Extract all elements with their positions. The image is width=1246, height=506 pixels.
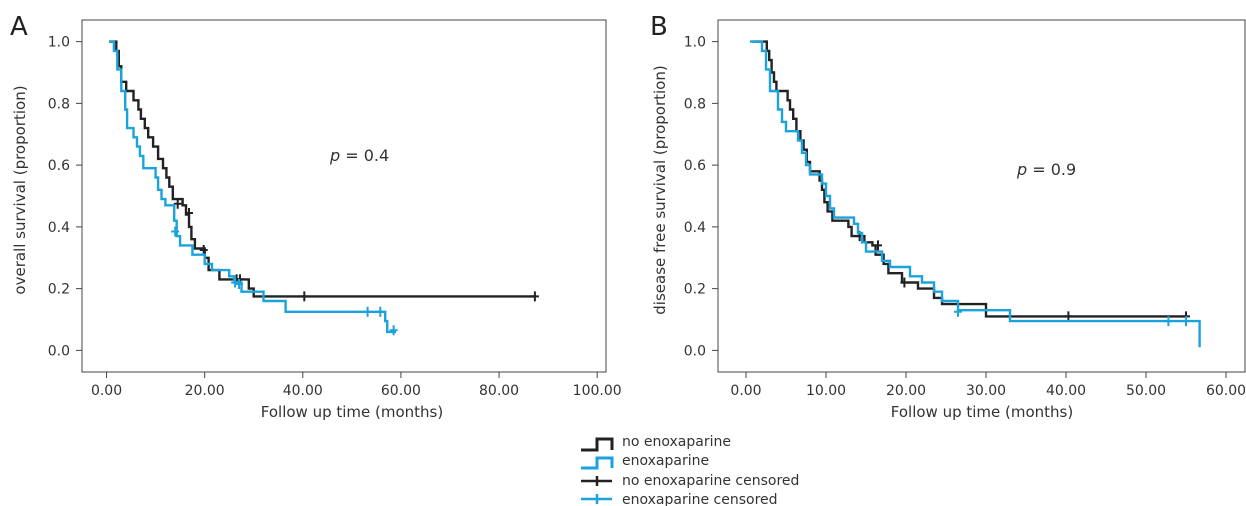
panel-b-x-tick-label: 30.00 [966, 383, 1006, 399]
panel-a-x-tick-label: 40.00 [283, 383, 323, 399]
panel-a-censor-mark-enoxaparine [376, 306, 385, 317]
panel-a-x-axis: 0.00 20.00 40.00 60.00 80.00 100.00 [91, 372, 622, 399]
panel-a: A 0.0 0.2 0.4 0.6 0.8 1.0 0.00 20.00 40.00 60.00… [10, 12, 622, 421]
panel-b-x-tick-label: 10.00 [806, 383, 846, 399]
panel-a-plot-frame [81, 19, 607, 373]
panel-b-x-tick-label: 0.00 [730, 383, 761, 399]
panel-b-p-value: p = 0.9 [1016, 160, 1076, 179]
panel-a-x-tick-label: 80.00 [479, 383, 519, 399]
panel-b-x-tick-label: 60.00 [1206, 383, 1246, 399]
legend-item-enoxaparine: enoxaparine [581, 453, 709, 470]
legend-item-no-enoxaparine: no enoxaparine [581, 434, 731, 452]
panel-b-curve-no-enoxaparine [752, 40, 1186, 318]
panel-b-y-axis-title: disease free survival (proportion) [651, 65, 669, 314]
panel-a-censor-mark-no-enoxaparine [173, 198, 182, 209]
panel-a-p-value: p = 0.4 [329, 146, 389, 165]
panel-b-x-axis-title: Follow up time (months) [891, 403, 1073, 421]
panel-b-y-tick-label: 0.0 [684, 343, 706, 359]
panel-b-p-symbol: p [1016, 160, 1027, 179]
panel-b-censor-mark-no-enoxaparine [900, 277, 909, 288]
panel-a-p-number: = 0.4 [340, 146, 389, 165]
panel-a-censor-mark-enoxaparine [231, 277, 240, 288]
panel-a-censor-mark-enoxaparine [389, 325, 398, 336]
panel-a-x-tick-label: 20.00 [185, 383, 225, 399]
panel-a-y-tick-label: 0.2 [48, 282, 70, 298]
panel-a-x-axis-title: Follow up time (months) [261, 403, 443, 421]
panel-b-y-tick-label: 0.2 [684, 282, 706, 298]
panel-a-p-symbol: p [329, 146, 340, 165]
panel-b-y-tick-label: 0.8 [684, 96, 706, 112]
panel-a-censor-mark-enoxaparine [171, 226, 180, 237]
panel-b-censor-mark-enoxaparine [1164, 316, 1173, 327]
panel-a-censor-mark-no-enoxaparine [185, 208, 193, 218]
panel-b-curve-enoxaparine [750, 40, 1201, 348]
legend-item-no-enoxaparine-censored: no enoxaparine censored [581, 473, 799, 489]
panel-a-censor-mark-no-enoxaparine [530, 291, 539, 302]
legend-swatch-enoxaparine [581, 456, 614, 470]
panel-b-censor-mark-enoxaparine [1182, 316, 1190, 327]
panel-a-letter: A [10, 12, 28, 42]
panel-b-y-tick-label: 1.0 [684, 35, 706, 51]
panel-b-series [750, 40, 1201, 348]
panel-b-x-tick-label: 20.00 [886, 383, 926, 399]
panel-a-censor-mark-enoxaparine [235, 279, 243, 289]
panel-a-censor-mark-no-enoxaparine [300, 291, 309, 302]
panel-b-y-axis: 0.0 0.2 0.4 0.6 0.8 1.0 [684, 35, 718, 359]
legend-label-no-enoxaparine: no enoxaparine [622, 434, 731, 450]
panel-a-series [109, 40, 539, 336]
panel-b: B 0.0 0.2 0.4 0.6 0.8 1.0 0.00 10.00 20.00 30.00… [650, 12, 1246, 421]
panel-b-censor-mark-enoxaparine [954, 306, 962, 317]
panel-b-letter: B [650, 12, 668, 42]
panel-b-censor-mark-no-enoxaparine [874, 240, 882, 251]
panel-a-x-tick-label: 100.00 [573, 383, 622, 399]
panel-a-curve-enoxaparine [109, 40, 396, 334]
panel-a-y-axis: 0.0 0.2 0.4 0.6 0.8 1.0 [48, 35, 82, 359]
legend-item-enoxaparine-censored: enoxaparine censored [581, 492, 778, 506]
legend: no enoxaparine enoxaparine no enoxaparin… [581, 434, 799, 506]
panel-a-y-axis-title: overall survival (proportion) [11, 85, 29, 294]
panel-a-y-tick-label: 0.0 [48, 343, 70, 359]
panel-a-censor-mark-no-enoxaparine [199, 245, 208, 255]
legend-label-enoxaparine: enoxaparine [622, 453, 709, 469]
panel-b-y-tick-label: 0.4 [684, 220, 706, 236]
panel-b-x-axis: 0.00 10.00 20.00 30.00 40.00 50.00 60.00 [730, 372, 1246, 399]
panel-a-x-tick-label: 60.00 [381, 383, 421, 399]
legend-label-no-enoxaparine-censored: no enoxaparine censored [622, 473, 799, 489]
legend-swatch-enoxaparine-censored [581, 494, 612, 504]
panel-b-censor-mark-no-enoxaparine [1064, 311, 1073, 322]
panel-b-x-tick-label: 40.00 [1046, 383, 1086, 399]
legend-swatch-no-enoxaparine [581, 437, 614, 452]
panel-b-plot-frame [717, 19, 1246, 373]
panel-b-y-tick-label: 0.6 [684, 158, 706, 174]
panel-a-y-tick-label: 1.0 [48, 35, 70, 51]
panel-a-y-tick-label: 0.8 [48, 96, 70, 112]
panel-a-y-tick-label: 0.6 [48, 158, 70, 174]
panel-a-curve-no-enoxaparine [109, 40, 536, 298]
panel-a-x-tick-label: 0.00 [91, 383, 122, 399]
panel-a-y-tick-label: 0.4 [48, 220, 70, 236]
panel-b-x-tick-label: 50.00 [1126, 383, 1166, 399]
legend-swatch-no-enoxaparine-censored [581, 476, 612, 486]
panel-a-censor-mark-enoxaparine [363, 306, 372, 317]
panel-b-p-number: = 0.9 [1027, 160, 1076, 179]
legend-label-enoxaparine-censored: enoxaparine censored [622, 492, 778, 506]
